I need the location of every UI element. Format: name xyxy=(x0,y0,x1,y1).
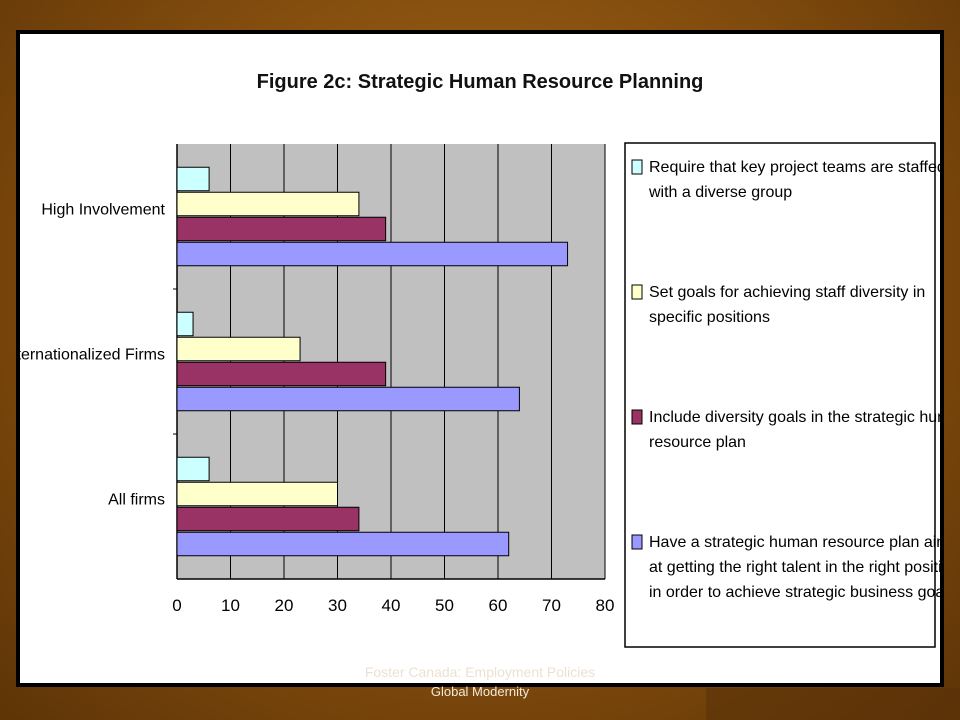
footer-text: Global Modernity xyxy=(430,684,530,699)
legend-label: Require that key project teams are staff… xyxy=(649,159,940,176)
bar xyxy=(176,166,210,192)
slide-frame: Figure 2c: Strategic Human Resource Plan… xyxy=(16,30,944,687)
legend-label: Include diversity goals in the strategic… xyxy=(649,409,940,426)
category-label: Internationalized Firms xyxy=(20,347,165,364)
x-tick-label: 30 xyxy=(328,596,347,615)
x-tick-label: 20 xyxy=(275,596,294,615)
chart: Figure 2c: Strategic Human Resource Plan… xyxy=(20,71,940,648)
decorative-bar xyxy=(706,688,960,720)
plot-area: High Involvement Internationalized Firms A… xyxy=(20,144,614,615)
legend-swatch xyxy=(631,409,643,425)
legend-label: Set goals for achieving staff diversity … xyxy=(649,284,925,301)
bar xyxy=(176,481,338,507)
legend-swatch xyxy=(631,159,643,175)
footer-faded-text: Foster Canada: Employment Policies xyxy=(364,664,596,680)
bar xyxy=(176,336,301,362)
bar xyxy=(176,216,387,242)
legend-swatch xyxy=(631,284,643,300)
x-tick-label: 80 xyxy=(596,596,615,615)
legend-swatch xyxy=(631,534,643,550)
bar xyxy=(176,191,360,217)
legend: Require that key project teams are staff… xyxy=(624,142,940,648)
bar xyxy=(176,506,360,532)
bar xyxy=(176,361,387,387)
x-tick-label: 70 xyxy=(542,596,561,615)
category-label: High Involvement xyxy=(41,202,165,219)
bar xyxy=(176,531,510,557)
x-tick-label: 10 xyxy=(221,596,240,615)
x-tick-label: 50 xyxy=(435,596,454,615)
x-tick-label: 60 xyxy=(489,596,508,615)
x-tick-label: 0 xyxy=(172,596,181,615)
bar xyxy=(176,386,520,412)
bar xyxy=(176,311,194,337)
legend-label: with a diverse group xyxy=(648,184,792,201)
legend-label: in order to achieve strategic business g… xyxy=(649,584,940,601)
legend-label: specific positions xyxy=(649,309,770,326)
x-tick-label: 40 xyxy=(382,596,401,615)
bar xyxy=(176,241,569,267)
category-label: All firms xyxy=(108,492,165,509)
legend-label: at getting the right talent in the right… xyxy=(649,559,940,576)
bar xyxy=(176,456,210,482)
legend-label: Have a strategic human resource plan aim… xyxy=(649,534,940,551)
chart-image-area: Figure 2c: Strategic Human Resource Plan… xyxy=(20,34,940,683)
chart-title: Figure 2c: Strategic Human Resource Plan… xyxy=(257,71,704,93)
legend-label: resource plan xyxy=(649,434,746,451)
legend-box xyxy=(624,142,936,648)
